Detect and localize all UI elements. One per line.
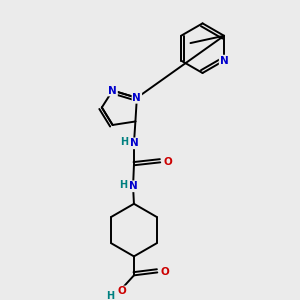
Text: N: N xyxy=(133,93,141,103)
Text: O: O xyxy=(160,267,169,278)
Text: H: H xyxy=(121,137,129,148)
Text: N: N xyxy=(130,138,138,148)
Text: N: N xyxy=(129,181,137,191)
Text: H: H xyxy=(106,291,115,300)
Text: N: N xyxy=(108,85,117,95)
Text: O: O xyxy=(163,158,172,167)
Text: O: O xyxy=(118,286,127,296)
Text: H: H xyxy=(119,180,128,190)
Text: N: N xyxy=(220,56,228,66)
